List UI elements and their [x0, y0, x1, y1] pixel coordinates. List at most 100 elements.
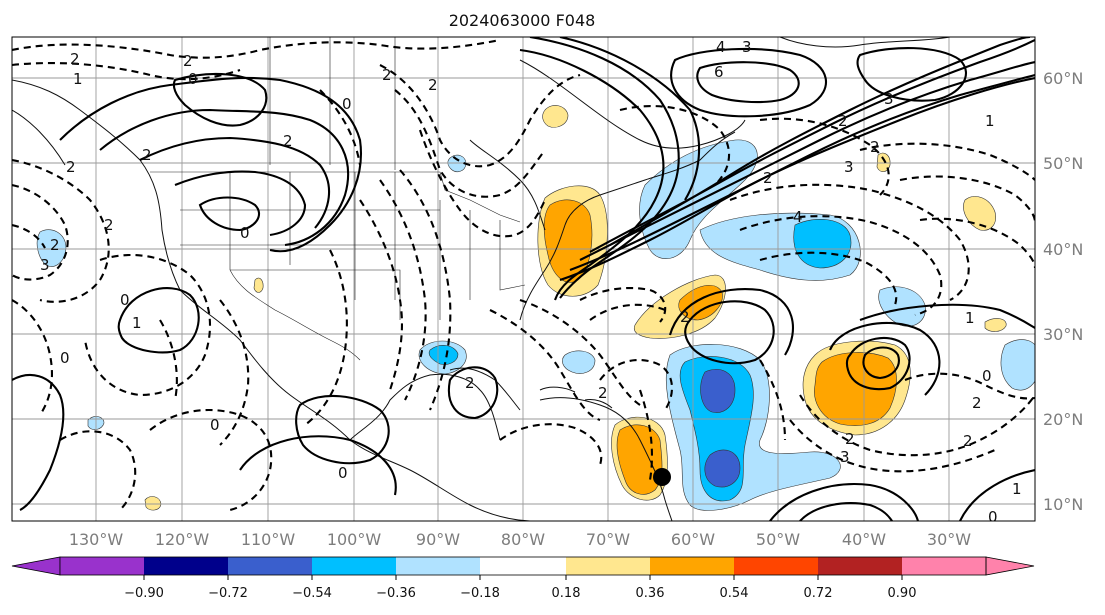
contour-label: 0: [60, 349, 70, 367]
contour-label: 3: [40, 256, 50, 274]
positive-contour: [447, 366, 499, 420]
colorbar-segment: [902, 557, 986, 575]
lon-tick-label: 90°W: [416, 530, 460, 549]
positive-anomaly-region: [542, 105, 569, 128]
negative-contour: [489, 309, 601, 421]
negative-contour: [729, 183, 970, 301]
lon-tick-label: 80°W: [501, 530, 545, 549]
colorbar-tick-label: −0.72: [208, 586, 248, 601]
negative-contour: [379, 179, 427, 401]
lat-tick-label: 30°N: [1043, 325, 1083, 344]
contour-label: 1: [132, 314, 142, 332]
contour-label: 2: [70, 50, 80, 68]
colorbar: −0.90 −0.72 −0.54 −0.36 −0.18 0.18 0.36 …: [11, 556, 1035, 601]
negative-anomaly-region: [878, 286, 926, 327]
positive-contour: [569, 73, 1035, 271]
positive-contour: [845, 336, 911, 391]
negative-contour: [159, 319, 178, 401]
contour-label: 0: [342, 95, 352, 113]
coastlines: [12, 37, 951, 521]
contour-label: 2: [66, 158, 76, 176]
contour-label: 0: [188, 70, 198, 88]
contour-label: 3: [742, 38, 752, 56]
negative-contour: [394, 89, 546, 198]
colorbar-segment: [480, 557, 566, 575]
negative-contour: [219, 299, 250, 446]
colorbar-tick-label: 0.36: [636, 586, 665, 601]
negative-anomaly-region: [36, 229, 67, 267]
colorbar-tick-label: −0.90: [124, 586, 164, 601]
positive-contour: [139, 136, 331, 229]
storm-position-marker: [653, 468, 671, 486]
contour-label: 2: [680, 308, 690, 326]
contour-label: 2: [50, 236, 60, 254]
positive-contour: [519, 48, 665, 301]
negative-contour: [599, 358, 673, 411]
contour-label: 0: [338, 464, 348, 482]
contour-label: 4: [793, 208, 803, 226]
positive-contour: [12, 374, 65, 511]
colorbar-segment: [312, 557, 396, 575]
lon-tick-label: 100°W: [327, 530, 382, 549]
positive-contour: [769, 483, 920, 521]
contour-label: 2: [104, 216, 114, 234]
longitude-labels: 130°W 120°W 110°W 100°W 90°W 80°W 70°W 6…: [69, 530, 971, 549]
negative-anomaly-region: [562, 350, 596, 374]
positive-contour: [295, 394, 390, 465]
negative-contour: [12, 299, 53, 416]
contour-label: 2: [428, 76, 438, 94]
colorbar-segment: [396, 557, 480, 575]
colorbar-segment: [228, 557, 312, 575]
positive-contour: [59, 76, 362, 253]
negative-contour: [579, 287, 667, 323]
negative-contour: [589, 303, 666, 321]
negative-contour: [399, 169, 452, 411]
contour-label: 2: [283, 132, 293, 150]
contour-label: 2: [838, 112, 848, 130]
positive-contour: [799, 502, 893, 521]
contour-label: 0: [210, 416, 220, 434]
contour-label: 6: [714, 63, 724, 81]
lon-tick-label: 60°W: [671, 530, 715, 549]
contour-label: 3: [840, 448, 850, 466]
map-panel: 2 2 1 0 0 2 2 4 3 6 3 2 3 2 1 4 2 2 2 0 …: [12, 37, 1035, 526]
colorbar-segment: [650, 557, 734, 575]
positive-anomaly-region: [144, 496, 162, 511]
positive-contour: [696, 61, 800, 104]
colorbar-segment: [60, 557, 144, 575]
contour-label: 0: [982, 367, 992, 385]
colorbar-segment: [734, 557, 818, 575]
lon-tick-label: 40°W: [842, 530, 886, 549]
contour-label: 3: [884, 90, 894, 108]
contour-labels: 2 2 1 0 0 2 2 4 3 6 3 2 3 2 1 4 2 2 2 0 …: [40, 38, 1022, 526]
negative-contour: [12, 38, 501, 59]
contour-label: 3: [844, 158, 854, 176]
graticule: [12, 37, 1035, 521]
lon-tick-label: 30°W: [927, 530, 971, 549]
negative-contour: [759, 359, 787, 441]
negative-anomaly-region: [1000, 339, 1035, 391]
contour-label: 2: [598, 384, 608, 402]
contour-label: 2: [465, 374, 475, 392]
map-frame: [11, 36, 1036, 522]
negative-contour: [619, 105, 731, 186]
contour-label: 0: [120, 291, 130, 309]
lon-tick-label: 70°W: [586, 530, 630, 549]
colorbar-frame: [59, 556, 987, 576]
negative-contour: [379, 64, 581, 168]
contour-label: 2: [963, 432, 973, 450]
colorbar-tick-label: −0.36: [376, 586, 416, 601]
contour-label: 2: [142, 146, 152, 164]
positive-anomaly-region: [814, 352, 897, 426]
lat-tick-label: 40°N: [1043, 240, 1083, 259]
positive-anomaly-region: [253, 277, 264, 293]
negative-anomaly-region: [700, 369, 736, 413]
contour-label: 0: [988, 508, 998, 526]
positive-contour: [172, 72, 268, 127]
positive-contour: [529, 37, 680, 299]
negative-contour: [519, 299, 641, 406]
negative-anomaly-region: [704, 449, 741, 488]
negative-contour: [12, 223, 46, 249]
colorbar-under-arrow: [11, 556, 61, 576]
